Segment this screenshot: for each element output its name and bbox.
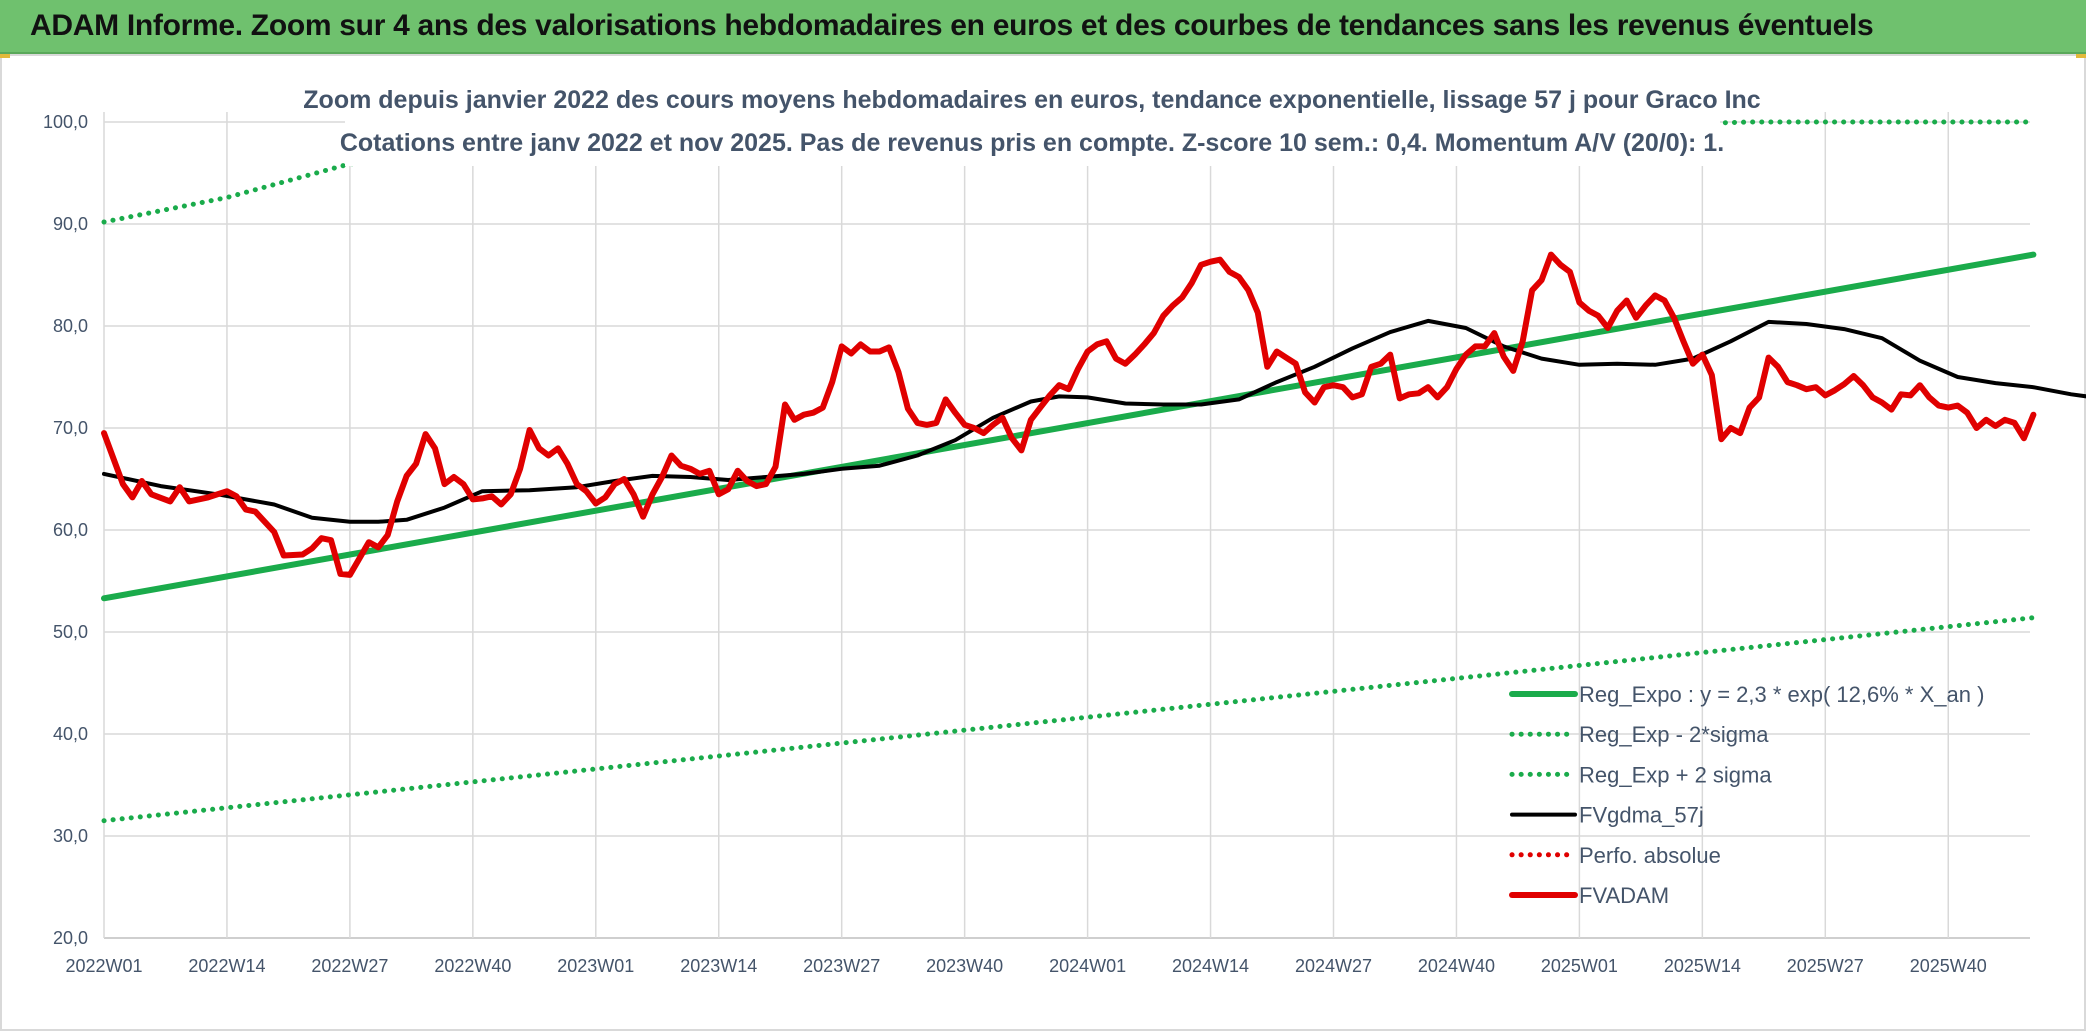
series-line-2 [101,615,2036,824]
legend-label-3: Reg_Exp + 2 sigma [1579,762,1772,787]
y-tick-label: 90,0 [53,214,88,234]
x-tick-label: 2022W01 [65,956,142,976]
series-group [101,119,2086,824]
x-tick-label: 2023W14 [680,956,757,976]
x-tick-label: 2022W40 [434,956,511,976]
y-tick-label: 30,0 [53,826,88,846]
series-line-1 [101,251,2037,602]
x-tick-label: 2023W27 [803,956,880,976]
x-tick-label: 2025W01 [1541,956,1618,976]
report-banner: ADAM Informe. Zoom sur 4 ans des valoris… [0,0,2086,54]
legend: Reg_Expo : y = 2,3 * exp( 12,6% * X_an )… [1509,682,1984,908]
legend-label-5: Perfo. absolue [1579,843,1721,868]
report-title: ADAM Informe. Zoom sur 4 ans des valoris… [30,9,1874,42]
y-axis: 20,0 30,0 40,0 50,0 60,0 70,0 80,0 90,0 100,0 [43,112,88,948]
x-tick-label: 2025W14 [1664,956,1741,976]
x-tick-label: 2022W14 [188,956,265,976]
legend-label-6: FVADAM [1579,883,1669,908]
chart-title: Zoom depuis janvier 2022 des cours moyen… [303,86,1761,114]
series-line-4 [102,318,2086,524]
x-tick-label: 2024W27 [1295,956,1372,976]
x-tick-label: 2025W40 [1910,956,1987,976]
x-tick-label: 2025W27 [1787,956,1864,976]
legend-label-1: Reg_Expo : y = 2,3 * exp( 12,6% * X_an ) [1579,682,1984,707]
x-tick-label: 2023W40 [926,956,1003,976]
legend-label-4: FVgdma_57j [1579,803,1704,828]
x-tick-label: 2022W27 [311,956,388,976]
x-tick-label: 2024W40 [1418,956,1495,976]
y-tick-label: 100,0 [43,112,88,132]
x-tick-label: 2024W14 [1172,956,1249,976]
y-tick-label: 80,0 [53,316,88,336]
x-tick-label: 2023W01 [557,956,634,976]
corner-accent-right [2076,54,2086,58]
y-tick-label: 50,0 [53,622,88,642]
y-tick-label: 70,0 [53,418,88,438]
x-tick-label: 2024W01 [1049,956,1126,976]
y-tick-label: 60,0 [53,520,88,540]
legend-label-2: Reg_Exp - 2*sigma [1579,722,1769,747]
corner-accent-left [0,54,10,58]
subtitle-backdrop [345,80,1720,166]
y-tick-label: 40,0 [53,724,88,744]
chart-frame [0,54,2086,1031]
chart-subtitle: Cotations entre janv 2022 et nov 2025. P… [340,129,1724,157]
x-axis: 2022W01 2022W14 2022W27 2022W40 2023W01 2023W… [65,956,1986,976]
series-line-6 [101,251,2037,578]
y-tick-label: 20,0 [53,928,88,948]
